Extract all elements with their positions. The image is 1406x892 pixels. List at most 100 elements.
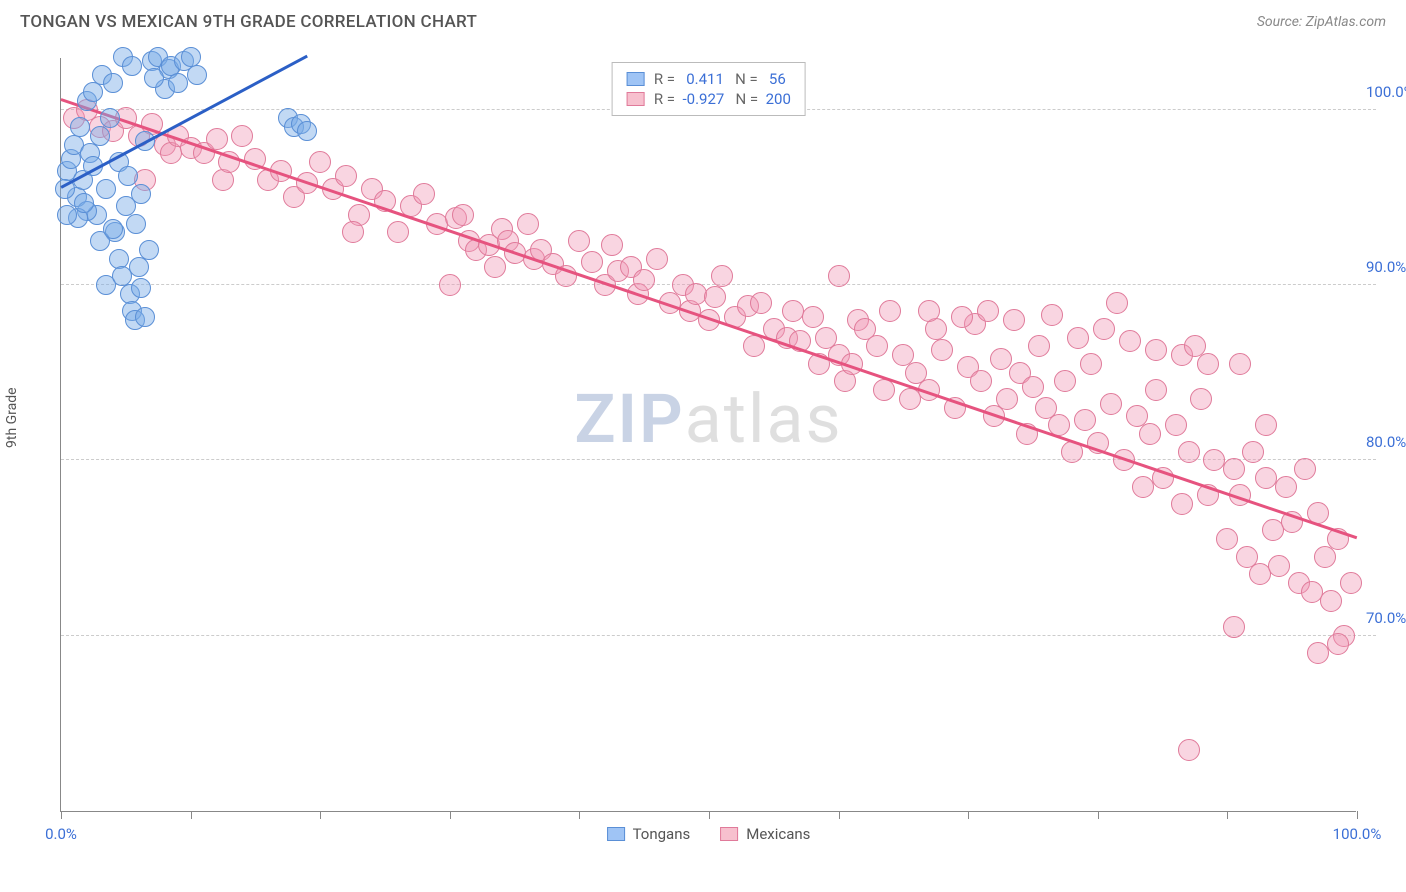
legend-swatch: [626, 72, 644, 86]
data-point: [1139, 423, 1161, 445]
legend-row: R = -0.927 N = 200: [626, 89, 791, 109]
x-tick: [450, 811, 451, 819]
data-point: [1294, 458, 1316, 480]
data-point: [601, 234, 623, 256]
data-point: [335, 165, 357, 187]
legend-item: Mexicans: [720, 825, 810, 843]
data-point: [828, 265, 850, 287]
x-tick: [709, 811, 710, 819]
data-point: [96, 179, 116, 199]
data-point: [70, 117, 90, 137]
data-point: [439, 274, 461, 296]
data-point: [1327, 633, 1349, 655]
data-point: [1145, 379, 1167, 401]
legend-swatch: [720, 827, 738, 841]
data-point: [187, 65, 207, 85]
data-point: [1119, 330, 1141, 352]
data-point: [1216, 528, 1238, 550]
data-point: [1106, 292, 1128, 314]
data-point: [452, 204, 474, 226]
data-point: [90, 126, 110, 146]
data-point: [743, 335, 765, 357]
data-point: [484, 256, 506, 278]
data-point: [1178, 441, 1200, 463]
data-point: [103, 219, 123, 239]
data-point: [144, 68, 164, 88]
watermark: ZIPatlas: [574, 379, 842, 459]
x-tick: [320, 811, 321, 819]
data-point: [1255, 414, 1277, 436]
data-point: [646, 248, 668, 270]
x-tick: [839, 811, 840, 819]
data-point: [1190, 388, 1212, 410]
x-tick: [1227, 811, 1228, 819]
x-axis-label: 100.0%: [1333, 825, 1382, 843]
chart-container: 9th Grade ZIPatlas R = 0.411 N = 56 R = …: [20, 48, 1386, 872]
data-point: [1028, 335, 1050, 357]
trend-line: [61, 98, 1358, 539]
data-point: [309, 151, 331, 173]
plot-area: ZIPatlas R = 0.411 N = 56 R = -0.927 N =…: [60, 58, 1356, 812]
data-point: [951, 306, 973, 328]
data-point: [1320, 590, 1342, 612]
y-tick-label: 70.0%: [1366, 609, 1406, 627]
x-axis-label: 0.0%: [45, 825, 77, 843]
legend-label: Mexicans: [746, 825, 810, 843]
data-point: [996, 388, 1018, 410]
data-point: [802, 306, 824, 328]
data-point: [931, 339, 953, 361]
data-point: [74, 193, 94, 213]
data-point: [1242, 441, 1264, 463]
data-point: [1178, 739, 1200, 761]
data-point: [1197, 353, 1219, 375]
x-tick: [968, 811, 969, 819]
data-point: [1054, 370, 1076, 392]
data-point: [135, 307, 155, 327]
x-tick: [1098, 811, 1099, 819]
data-point: [342, 221, 364, 243]
data-point: [1022, 376, 1044, 398]
data-point: [1067, 327, 1089, 349]
gridline: [61, 459, 1376, 460]
data-point: [413, 183, 435, 205]
legend-swatch: [626, 92, 644, 106]
data-point: [866, 335, 888, 357]
data-point: [1165, 414, 1187, 436]
legend-item: Tongans: [607, 825, 691, 843]
data-point: [1003, 309, 1025, 331]
source-label: Source: ZipAtlas.com: [1257, 14, 1386, 30]
data-point: [1275, 476, 1297, 498]
x-tick: [61, 811, 62, 819]
data-point: [879, 300, 901, 322]
data-point: [168, 73, 188, 93]
data-point: [517, 213, 539, 235]
data-point: [1268, 555, 1290, 577]
legend-label: Tongans: [633, 825, 691, 843]
data-point: [1223, 616, 1245, 638]
data-point: [873, 379, 895, 401]
data-point: [100, 108, 120, 128]
data-point: [990, 348, 1012, 370]
data-point: [103, 73, 123, 93]
data-point: [750, 292, 772, 314]
data-point: [387, 221, 409, 243]
legend-top: R = 0.411 N = 56 R = -0.927 N = 200: [611, 62, 806, 116]
data-point: [711, 265, 733, 287]
data-point: [685, 283, 707, 305]
data-point: [568, 230, 590, 252]
x-tick: [1357, 811, 1358, 819]
data-point: [139, 240, 159, 260]
watermark-a: ZIP: [574, 379, 684, 459]
data-point: [131, 278, 151, 298]
data-point: [83, 82, 103, 102]
data-point: [633, 269, 655, 291]
data-point: [1171, 493, 1193, 515]
data-point: [57, 205, 77, 225]
data-point: [1080, 353, 1102, 375]
y-tick-label: 80.0%: [1366, 433, 1406, 451]
y-tick-label: 90.0%: [1366, 258, 1406, 276]
data-point: [1229, 353, 1251, 375]
data-point: [1074, 409, 1096, 431]
legend-text: R = -0.927 N = 200: [650, 90, 791, 108]
chart-title: TONGAN VS MEXICAN 9TH GRADE CORRELATION …: [20, 12, 477, 32]
